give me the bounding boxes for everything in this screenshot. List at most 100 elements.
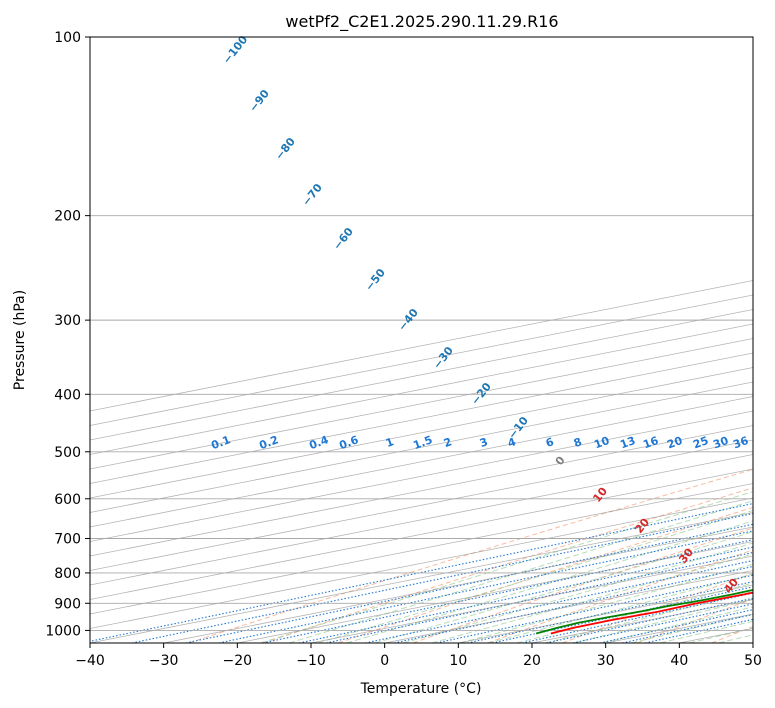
dry-adiabat-label: 10 [590, 485, 610, 505]
x-tick-label: 40 [670, 653, 688, 669]
chart-title: wetPf2_C2E1.2025.290.11.29.R16 [285, 12, 558, 32]
isotherm-line [90, 280, 753, 412]
mixing-ratio-label: 4 [506, 435, 518, 450]
mixing-ratio-label: 0.1 [209, 433, 232, 452]
mixing-ratio-label: 0.2 [257, 433, 280, 452]
moist-adiabat [260, 491, 753, 643]
x-tick-label: −30 [149, 653, 179, 669]
mixing-ratio-label: 16 [641, 434, 660, 452]
isotherm-line [237, 541, 753, 643]
isotherm-line [752, 642, 753, 643]
x-tick-label: 50 [744, 653, 762, 669]
moist-adiabat [374, 531, 753, 643]
moist-adiabat [718, 634, 753, 643]
mixing-ratio-line [218, 530, 753, 643]
y-tick-label: 200 [54, 209, 81, 225]
isotherm-line [90, 352, 753, 484]
isotherm-line [90, 396, 753, 528]
y-axis: 100 200 300 400 500 600 700 800 900 1000 [45, 30, 90, 639]
dry-adiabat [263, 487, 753, 643]
mixing-ratio-line [436, 574, 753, 643]
isotherm-line [90, 338, 753, 470]
isotherm-line [384, 570, 753, 643]
isotherm-line [163, 526, 753, 643]
isotherm-line [90, 483, 753, 615]
y-tick-label: 100 [54, 30, 81, 46]
mixing-ratio-line [131, 512, 753, 643]
y-tick-label: 900 [54, 596, 81, 612]
x-tick-label: 30 [597, 653, 615, 669]
isotherm-line [90, 468, 753, 600]
mixing-ratio-label: 3 [478, 435, 490, 450]
isotherm-line [90, 381, 753, 513]
mixing-ratio-label: 8 [572, 435, 584, 450]
y-tick-label: 600 [54, 492, 81, 508]
dry-adiabat-label: 0 [553, 454, 568, 468]
moist-adiabat [573, 598, 753, 643]
dry-adiabat [711, 625, 753, 643]
dry-adiabat-label: −90 [247, 87, 273, 115]
y-tick-label: 1000 [45, 623, 81, 639]
x-tick-label: 0 [380, 653, 389, 669]
x-axis: −40 −30 −20 −10 0 10 20 30 40 50 [75, 643, 762, 669]
mixing-ratio-line [90, 503, 753, 642]
isotherm-line [90, 454, 753, 586]
plot-frame [89, 36, 754, 644]
y-tick-label: 400 [54, 387, 81, 403]
isotherm-line [90, 439, 753, 571]
dry-adiabat-label: −60 [331, 225, 357, 253]
dry-adiabat-label: −50 [363, 266, 389, 294]
mixing-ratio-line [492, 586, 753, 643]
x-tick-label: −40 [75, 653, 105, 669]
y-tick-label: 800 [54, 566, 81, 582]
dry-adiabat [562, 573, 753, 643]
mixing-ratio-line [365, 559, 753, 643]
x-tick-label: −20 [223, 653, 253, 669]
dry-adiabat [338, 506, 753, 643]
mixing-ratio-label: 13 [618, 434, 637, 451]
mixing-ratio-label: 1 [384, 435, 396, 450]
dry-adiabat-label: −70 [300, 181, 326, 209]
y-tick-label: 300 [54, 313, 81, 329]
isotherm-line [90, 512, 753, 643]
x-axis-title: Temperature (°C) [360, 681, 482, 697]
mixing-ratio-label: 30 [711, 434, 730, 452]
isotherm-line [90, 425, 753, 557]
x-tick-label: −10 [296, 653, 326, 669]
mixing-ratio-label: 10 [592, 434, 611, 452]
dry-adiabat [636, 598, 753, 643]
isotherm-line [90, 367, 753, 499]
dry-adiabat [412, 527, 753, 643]
x-tick-label: 20 [523, 653, 541, 669]
dry-adiabat-label: −30 [431, 344, 457, 372]
y-axis-title: Pressure (hPa) [12, 290, 28, 390]
mixing-ratio-label: 6 [544, 435, 556, 450]
grid-lines [90, 37, 753, 643]
mixing-ratio-label: 25 [691, 434, 710, 451]
mixing-ratio-line [185, 523, 753, 643]
isotherm-line [90, 410, 753, 542]
y-tick-label: 500 [54, 445, 81, 461]
mixing-ratio-line [325, 551, 753, 643]
isotherm-line [310, 555, 753, 643]
y-tick-label: 700 [54, 532, 81, 548]
mixing-ratio-label: 1.5 [411, 433, 434, 452]
mixing-ratio-label: 2 [442, 435, 454, 450]
isoline-labels: −100−90−80−70−60−50−40−30−20−10010203040… [209, 33, 750, 596]
moist-adiabat [487, 573, 753, 643]
isotherm-line [90, 309, 753, 441]
moist-adiabat [659, 620, 753, 643]
moist-adiabat [459, 563, 753, 643]
mixing-ratio-label: 0.4 [307, 433, 330, 452]
x-tick-label: 10 [449, 653, 467, 669]
isotherm-line [90, 497, 753, 629]
moist-adiabat [346, 520, 753, 643]
dry-adiabat-label: −20 [469, 380, 495, 408]
mixing-ratio-label: 36 [731, 434, 750, 452]
mixing-ratio-line [521, 592, 753, 643]
mixing-ratio-label: 0.6 [337, 433, 360, 452]
dry-adiabat-label: −80 [273, 135, 299, 163]
isotherm-line [90, 294, 753, 426]
dry-adiabat [188, 468, 753, 643]
